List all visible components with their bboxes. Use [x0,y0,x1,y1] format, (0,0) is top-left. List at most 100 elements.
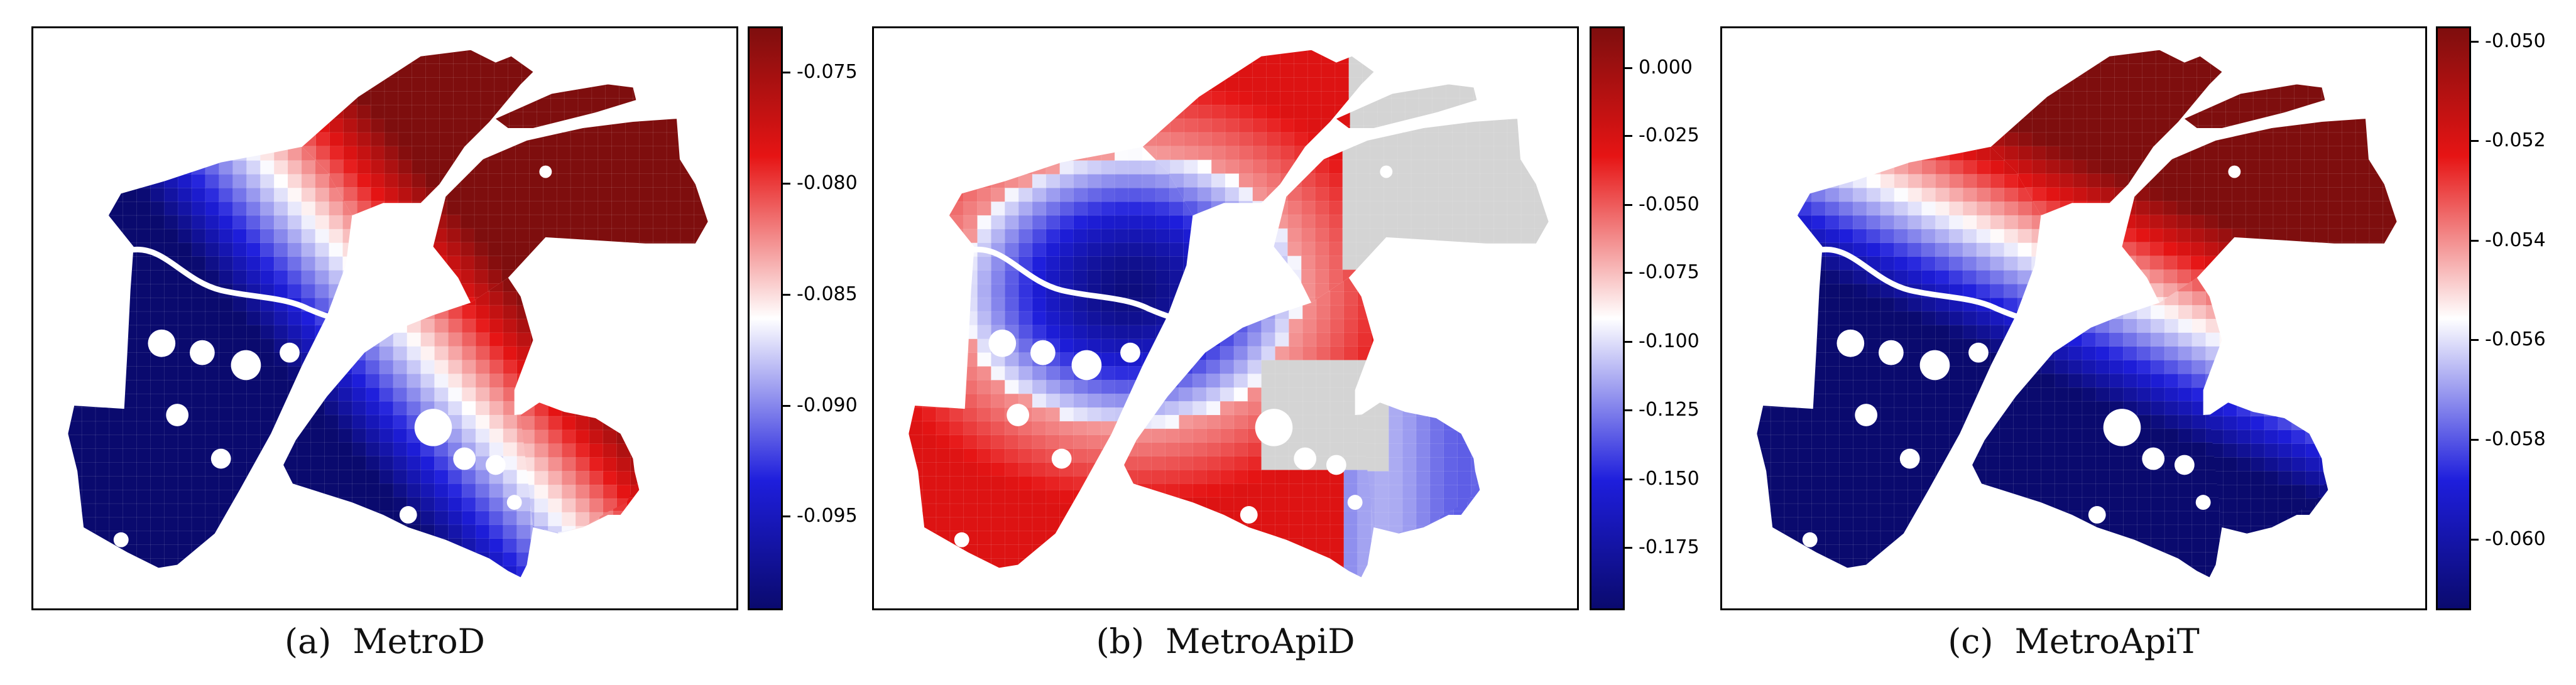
tick-mark [783,183,790,185]
river-line [971,247,1189,321]
lake-shape [1855,404,1878,426]
lake-shape [1255,409,1293,446]
lake-shape [231,350,261,380]
tick-mark [1625,272,1632,274]
tick-mark [1625,341,1632,343]
tick-mark [1625,546,1632,549]
tick-mark [1625,409,1632,411]
lake-shape [1120,342,1140,363]
tick-label: -0.090 [797,394,858,416]
lake-shape [113,532,129,547]
lake-shape [280,342,300,363]
lake-shape [1919,350,1950,380]
district-eastlobe [2209,402,2325,532]
district-eastlobe [1361,402,1477,532]
tick-mark [1625,203,1632,206]
caption-title: MetroApiT [2014,622,2200,661]
tick-mark [783,515,790,518]
tick-mark [783,404,790,407]
lake-shape [1836,329,1865,357]
lake-shape [1879,340,1904,365]
colorbar [748,26,783,610]
city-heatmap [909,50,1549,578]
tick-label: -0.175 [1639,536,1700,558]
district-eastlobe [520,402,636,532]
tick-label: -0.150 [1639,467,1700,490]
panel-metroapit: (c) MetroApiT -0.050 -0.052 -0.054 -0.056 -0.… [1720,0,2562,685]
caption-letter: (a) [285,622,332,661]
tick-mark [2471,339,2479,342]
tick-label: -0.056 [2485,328,2546,351]
tick-label: -0.075 [1639,261,1700,284]
lake-shape [210,448,231,469]
caption-letter: (b) [1096,622,1145,661]
caption-letter: (c) [1948,622,1994,661]
caption-title: MetroApiD [1165,622,1355,661]
lake-shape [148,329,176,357]
tick-label: -0.100 [1639,330,1700,353]
lake-shape [2228,165,2241,178]
city-heatmap [68,50,708,578]
tick-mark [1625,67,1632,70]
river-line [1820,247,2038,321]
lake-shape [485,455,506,475]
lake-shape [1051,448,1072,469]
river-line [131,247,349,321]
colorbar [1590,26,1625,610]
lake-shape [1968,342,1989,363]
lake-shape [399,506,417,524]
tick-label: 0.000 [1639,57,1693,79]
lake-shape [539,165,552,178]
lake-shape [1802,532,1818,547]
lake-shape [1326,455,1346,475]
tick-label: -0.080 [797,172,858,195]
lake-shape [1899,448,1920,469]
lake-shape [2174,455,2195,475]
tick-label: -0.060 [2485,527,2546,550]
tick-label: -0.050 [1639,193,1700,215]
caption-title: MetroD [352,622,485,661]
lake-shape [506,495,522,510]
tick-label: -0.058 [2485,428,2546,451]
city-heatmap [1757,50,2397,578]
lake-shape [2142,447,2165,470]
lake-shape [453,447,476,470]
map-plot [31,26,738,610]
lake-shape [1030,340,1056,365]
colorbar [2436,26,2471,610]
lake-shape [1007,404,1030,426]
district-east [433,119,708,303]
lake-shape [988,329,1017,357]
tick-mark [783,72,790,74]
tick-mark [2471,140,2479,143]
map-plot [1720,26,2427,610]
tick-mark [1625,134,1632,137]
lake-shape [2103,409,2141,446]
tick-label: -0.054 [2485,229,2546,252]
tick-label: -0.095 [797,505,858,527]
panel-caption: (c) MetroApiT [1720,620,2427,664]
district-east [1274,119,1549,303]
lake-shape [1071,350,1102,380]
lake-shape [2088,506,2106,524]
tick-label: -0.125 [1639,399,1700,421]
lake-shape [1294,447,1317,470]
tick-mark [2471,240,2479,242]
panel-caption: (a) MetroD [31,620,738,664]
tick-label: -0.075 [797,61,858,84]
tick-mark [1625,478,1632,480]
tick-label: -0.050 [2485,30,2546,53]
panel-metroapid: (b) MetroApiD 0.000 -0.025 -0.050 -0.075 -0.1… [872,0,1714,685]
lake-shape [1380,165,1393,178]
tick-mark [2471,538,2479,541]
district-east [2122,119,2397,303]
lake-shape [166,404,189,426]
tick-label: -0.052 [2485,129,2546,152]
lake-shape [2195,495,2211,510]
lake-shape [1347,495,1363,510]
lake-shape [1240,506,1258,524]
map-plot [872,26,1579,610]
tick-mark [2471,439,2479,441]
tick-label: -0.025 [1639,124,1700,146]
tick-mark [2471,41,2479,43]
